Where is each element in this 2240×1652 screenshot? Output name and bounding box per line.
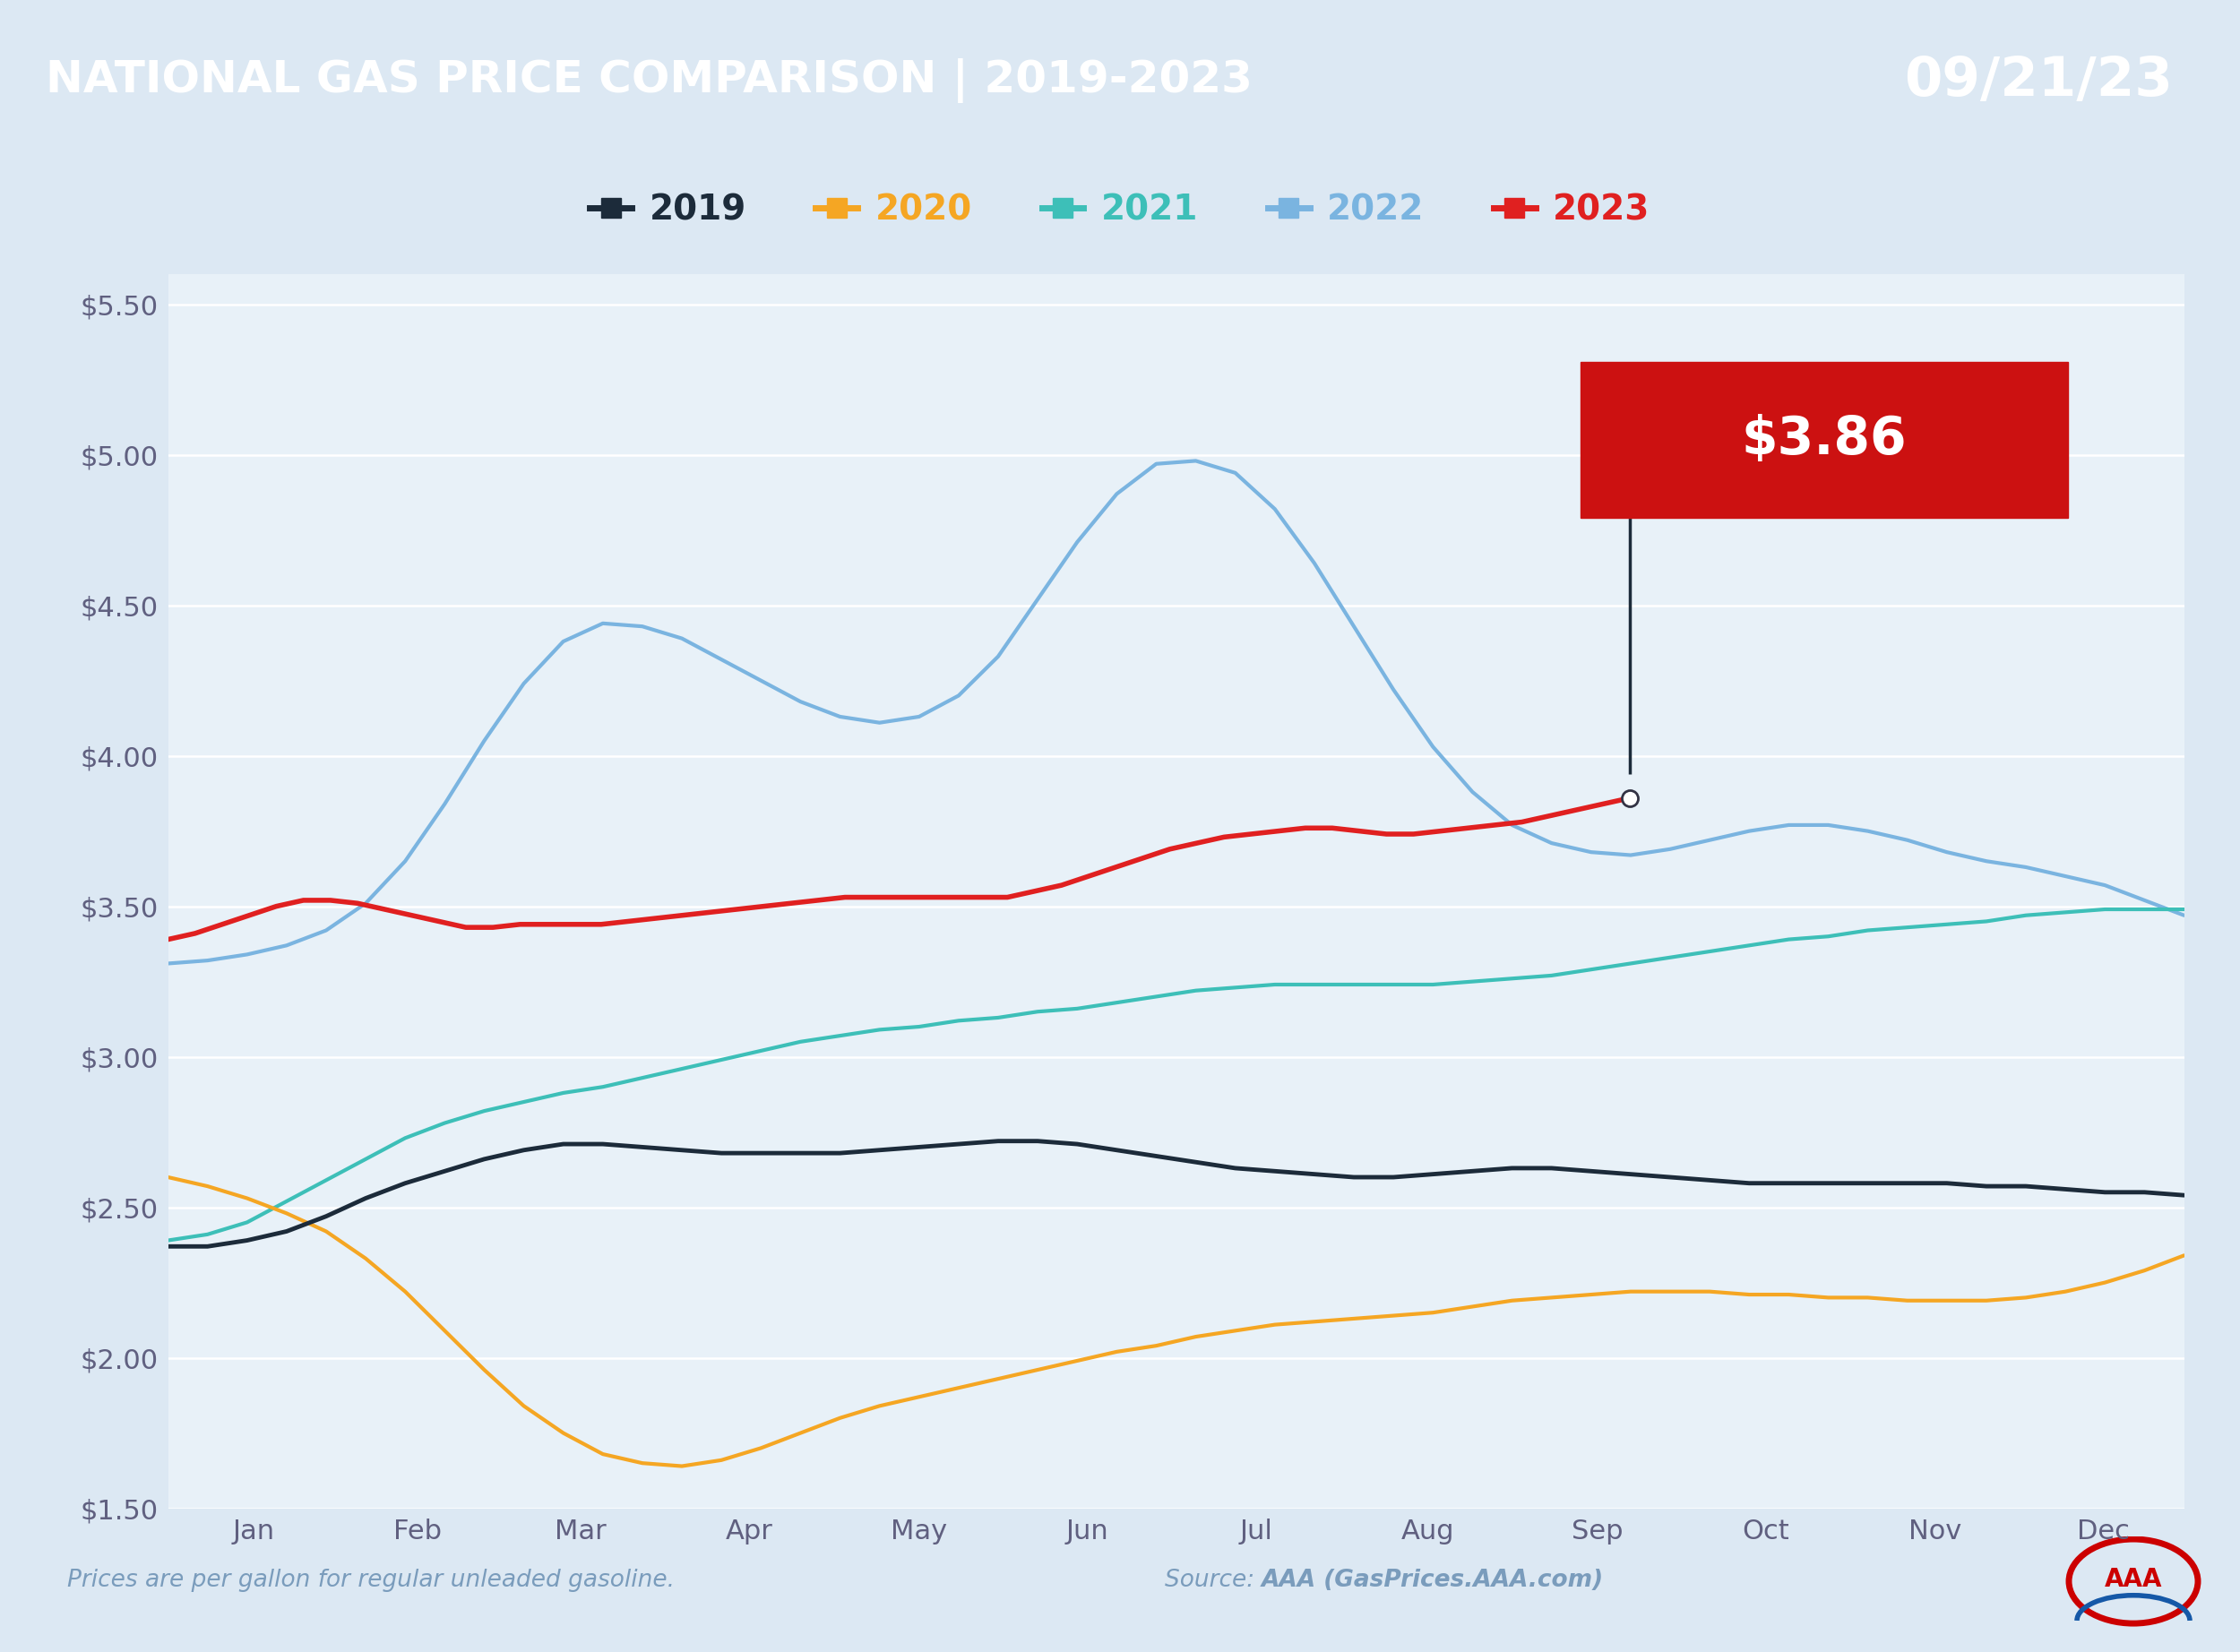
Legend: 2019, 2020, 2021, 2022, 2023: 2019, 2020, 2021, 2022, 2023 <box>589 193 1651 226</box>
Text: AAA (GasPrices.AAA.com): AAA (GasPrices.AAA.com) <box>1261 1569 1604 1593</box>
FancyBboxPatch shape <box>1579 362 2068 519</box>
Text: $3.86: $3.86 <box>1740 415 1906 466</box>
Text: Prices are per gallon for regular unleaded gasoline.: Prices are per gallon for regular unlead… <box>67 1569 674 1593</box>
Text: Source:: Source: <box>1165 1569 1261 1593</box>
Text: 09/21/23: 09/21/23 <box>1904 55 2173 107</box>
Text: AAA: AAA <box>2106 1566 2162 1591</box>
Text: NATIONAL GAS PRICE COMPARISON | 2019-2023: NATIONAL GAS PRICE COMPARISON | 2019-202… <box>45 58 1252 104</box>
